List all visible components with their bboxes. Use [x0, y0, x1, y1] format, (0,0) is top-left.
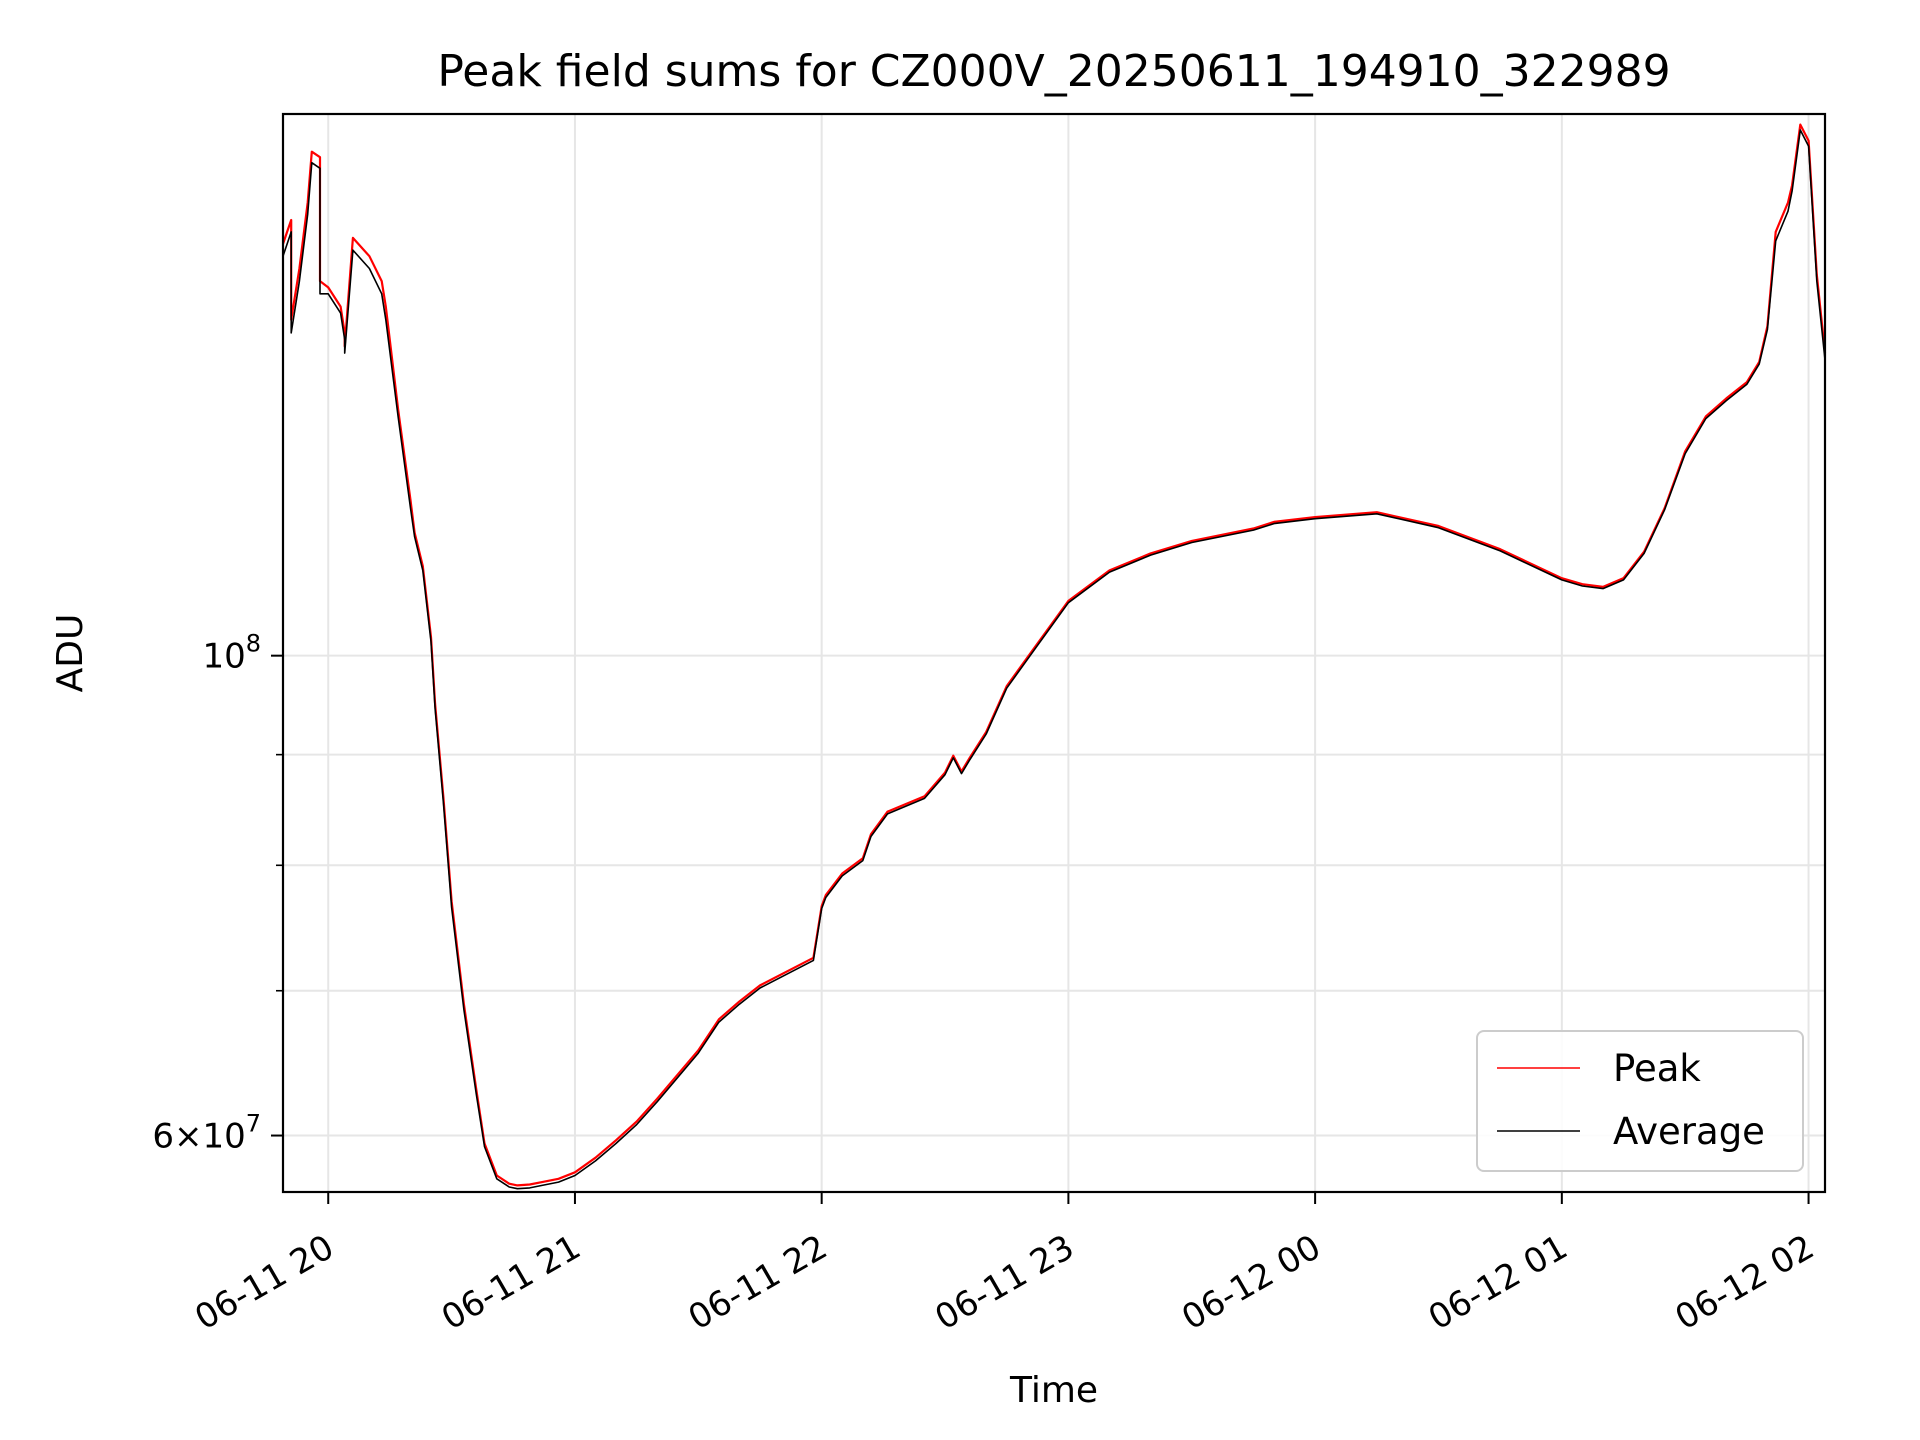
y-axis-label: ADU — [50, 614, 91, 693]
legend-label-peak: Peak — [1613, 1047, 1701, 1090]
legend: Peak Average — [1476, 1030, 1804, 1172]
y-tick-label: 6×107 — [152, 1110, 261, 1157]
y-axis-ticks: 108 6×107 — [152, 630, 283, 1157]
legend-frame — [1476, 1030, 1804, 1172]
series-layer — [281, 123, 1827, 1190]
x-axis-label: Time — [1009, 1370, 1098, 1411]
legend-label-average: Average — [1613, 1110, 1765, 1153]
series-line-average — [282, 129, 1826, 1190]
y-tick-label: 108 — [202, 630, 261, 677]
grid — [283, 114, 1825, 1192]
chart-title: Peak field sums for CZ000V_20250611_1949… — [437, 46, 1670, 97]
plot-frame — [281, 112, 1827, 1194]
